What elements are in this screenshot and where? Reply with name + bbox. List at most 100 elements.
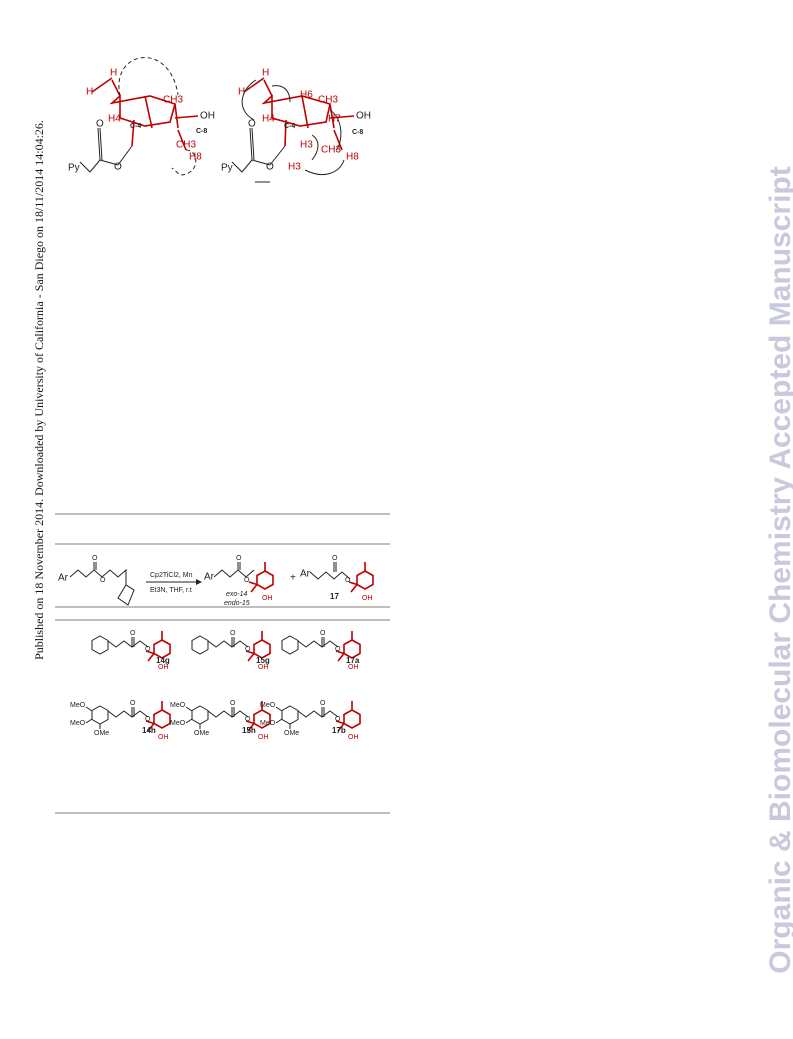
atom-label: O: [335, 716, 341, 723]
substituent: OMe: [284, 730, 299, 737]
bond: [85, 706, 101, 729]
atom-label: O: [266, 162, 274, 173]
atom-label: OH: [158, 664, 169, 671]
scheme-label: OH: [362, 595, 373, 602]
atom-label: OH: [200, 111, 215, 122]
reaction-condition: Et3N, THF, r.t: [150, 587, 192, 594]
atom-label: OH: [158, 734, 169, 741]
compound-label: 17a: [346, 656, 360, 665]
atom-label: H8: [346, 152, 359, 163]
scheme-drawing: [69, 561, 374, 606]
scheme-label: O: [332, 555, 338, 562]
compound-label: 17b: [332, 726, 346, 735]
substituent: MeO: [70, 702, 86, 709]
atom-label: H: [110, 68, 117, 79]
atom-label: O: [320, 630, 326, 637]
atom-label: H: [86, 87, 93, 98]
atom-label: H8: [189, 152, 202, 163]
reaction-condition: Cp2TiCl2, Mn: [150, 572, 193, 579]
watermark: Organic & Biomolecular Chemistry Accepte…: [764, 166, 793, 973]
atom-label: O: [245, 716, 251, 723]
benzene-ring: [191, 635, 209, 655]
atom-label: O: [130, 630, 136, 637]
atom-label: O: [96, 119, 104, 130]
atom-label: CH3: [176, 140, 196, 151]
atom-label: H3: [288, 162, 301, 173]
chain: [107, 637, 149, 648]
substituent: MeO: [260, 702, 276, 709]
compound-grid: OOOH14gOOOH15gOOOH17aMeOMeOOMeOOOH14hMeO…: [70, 630, 361, 741]
atom-label: H3: [300, 140, 313, 151]
substituent: MeO: [260, 720, 276, 727]
plus: +: [290, 573, 296, 584]
benzene-ring: [281, 635, 299, 655]
atom-label: CH3: [318, 95, 338, 106]
atom-label: C-8: [352, 129, 363, 136]
substituent: MeO: [170, 702, 186, 709]
benzene-ring: [91, 635, 109, 655]
atom-label: O: [245, 646, 251, 653]
atom-label: H4: [108, 114, 121, 125]
sidebar-text: Published on 18 November 2014. Downloade…: [32, 120, 46, 660]
bond: [275, 706, 291, 729]
atom-label: H6: [300, 90, 313, 101]
chain: [207, 707, 249, 718]
atom-label: CH3: [321, 145, 341, 156]
atom-label: OH: [258, 664, 269, 671]
chain: [107, 707, 149, 718]
atom-label: OH: [258, 734, 269, 741]
atom-label: O: [145, 646, 151, 653]
benzene-ring: [191, 705, 209, 725]
scheme-label: O: [244, 577, 250, 584]
scheme-label: Ar: [204, 572, 215, 583]
atom-label: C-4: [130, 123, 141, 130]
atom-label: H4: [262, 114, 275, 125]
bond: [185, 706, 201, 729]
scheme-label: O: [100, 577, 106, 584]
atom-label: OH: [348, 664, 359, 671]
substituent: MeO: [170, 720, 186, 727]
compound-label: exo-14: [226, 591, 248, 598]
compound-label: 14h: [142, 726, 156, 735]
atom-label: CH3: [163, 95, 183, 106]
atom-label: O: [230, 630, 236, 637]
atom-label: Py: [221, 163, 233, 174]
atom-label: Py: [68, 163, 80, 174]
substituent: MeO: [70, 720, 86, 727]
scheme-label: Ar: [58, 573, 69, 584]
chain: [297, 707, 339, 718]
compound-label: 14g: [156, 656, 170, 665]
scheme-label: O: [92, 555, 98, 562]
atom-label: H7: [328, 114, 341, 125]
benzene-ring: [281, 705, 299, 725]
atom-label: O: [335, 646, 341, 653]
atom-label: H: [238, 87, 245, 98]
scheme-label: O: [236, 555, 242, 562]
conformer-left: [79, 57, 199, 176]
compound-label: endo-15: [224, 600, 250, 607]
chain: [297, 637, 339, 648]
conformer-right: [231, 77, 355, 183]
atom-label: OH: [356, 111, 371, 122]
benzene-ring: [91, 705, 109, 725]
substituent: OMe: [194, 730, 209, 737]
atom-label: O: [320, 700, 326, 707]
atom-label: O: [230, 700, 236, 707]
atom-label: H: [262, 68, 269, 79]
atom-label: C-4: [284, 123, 295, 130]
atom-label: O: [130, 700, 136, 707]
atom-label: C-8: [196, 128, 207, 135]
compound-label: 15g: [256, 656, 270, 665]
atom-label: OH: [348, 734, 359, 741]
scheme-label: Ar: [300, 569, 311, 580]
compound-label: 15h: [242, 726, 256, 735]
scheme-label: OH: [262, 595, 273, 602]
atom-label: O: [248, 119, 256, 130]
chain: [207, 637, 249, 648]
scheme-label: O: [345, 577, 351, 584]
compound-label: 17: [330, 592, 339, 601]
atom-label: O: [145, 716, 151, 723]
substituent: OMe: [94, 730, 109, 737]
atom-label: O: [114, 162, 122, 173]
